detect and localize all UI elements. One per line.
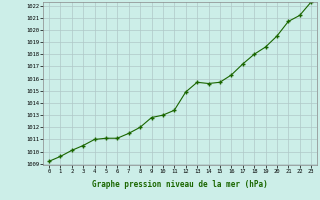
X-axis label: Graphe pression niveau de la mer (hPa): Graphe pression niveau de la mer (hPa) (92, 180, 268, 189)
